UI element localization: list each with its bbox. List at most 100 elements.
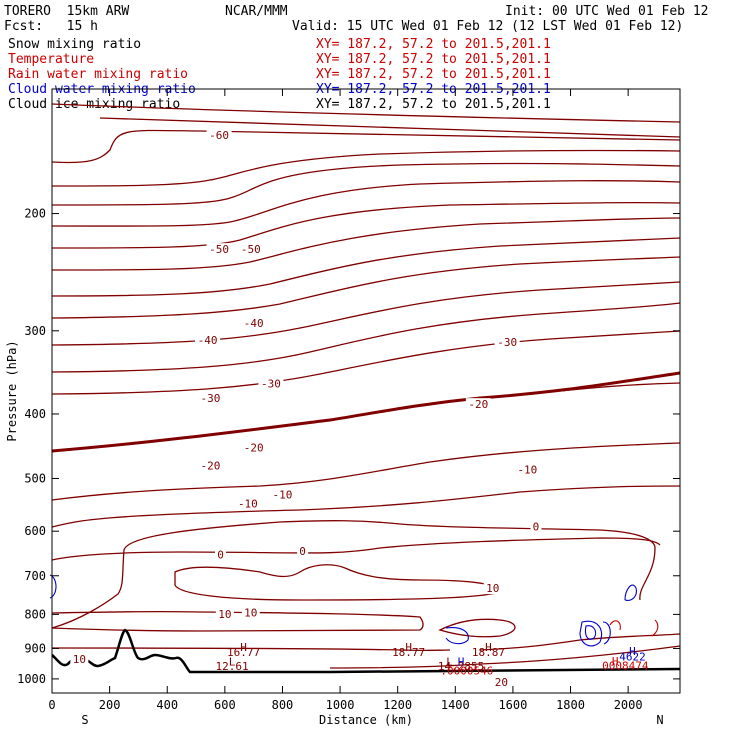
y-tick-label: 700 [24,569,46,583]
legend-xy-rain: XY= 187.2, 57.2 to 201.5,201.1 [316,67,551,82]
y-tick-label: 900 [24,641,46,655]
isotherm-label-bg [238,243,264,256]
isotherm-line [51,442,681,501]
isotherm-line [51,520,656,629]
cloud-water-contour [602,621,611,645]
isotherm-label: -30 [261,377,281,390]
terrain-line [51,628,681,674]
extremum-label: 16.77 [227,646,260,659]
isotherm-label: 0 [299,545,306,558]
isotherm-label-bg [483,582,502,595]
isotherm-label: -40 [244,317,264,330]
isotherm-label-bg [258,377,284,390]
isotherm-line [51,330,681,395]
isotherm-line [51,485,681,528]
isotherm-label: 0 [533,520,540,533]
cloud-water-contour [49,574,57,599]
isotherm-label-bg [297,545,309,558]
x-tick-label: 400 [156,698,178,712]
isotherm-contours [51,103,681,669]
isotherm-line [51,149,681,187]
cloud-water-contour [624,584,637,601]
isotherm-label-bg [235,497,261,510]
isotherm-line [51,302,681,373]
isotherm-line [51,162,681,206]
extremum-label: H [240,641,247,654]
isotherm-label: 10 [486,582,499,595]
isotherm-label: -50 [209,243,229,256]
legend-label-temperature: Temperature [8,52,95,67]
isotherm-label-bg [206,129,232,142]
y-axis-title: Pressure (hPa) [5,340,19,441]
rain-water-contours [609,619,659,637]
isotherm-label-bg [206,243,232,256]
isotherm-label: 10 [244,607,257,620]
isotherm-line [174,564,501,601]
cloud-water-contours [49,574,637,647]
y-tick-label: 800 [24,607,46,621]
extremum-label: 0008474 [602,659,649,672]
x-tick-label: 200 [99,698,121,712]
extremum-label: L [446,656,453,669]
legend-label-snow: Snow mixing ratio [8,37,142,52]
axes: 0 200 400 600 800 1000 1200 1400 1600 1800 2000200… [5,88,681,727]
isotherm-line [51,237,681,297]
isotherm-line [51,537,661,561]
organization-label: NCAR/MMM [225,4,288,19]
legend-xy-cloud-ice: XY= 187.2, 57.2 to 201.5,201.1 [316,97,551,112]
extremum-label: H [612,655,619,668]
isotherm-label: -20 [244,442,264,455]
extremum-label: 4622 [619,651,646,664]
extremum-label: L [229,655,236,668]
isotherm-label-bg [530,520,542,533]
isotherm-label-bg [465,398,491,411]
isotherm-label-bg [241,606,260,619]
y-tick-label: 200 [24,207,46,221]
cloud-water-contour [579,620,603,647]
isotherm-label-bg [494,336,520,349]
isotherm-label-bg [215,548,227,561]
south-endpoint-label: S [81,713,88,727]
x-tick-label: 1200 [383,698,412,712]
isotherm-line [51,610,424,632]
x-axis-title: Distance (km) [319,713,413,727]
isotherm-label: 0 [217,549,224,562]
isotherm-label: 10 [73,653,86,666]
isotherm-label-bg [197,459,223,472]
legend-xy-temperature: XY= 187.2, 57.2 to 201.5,201.1 [316,52,551,67]
isotherm-line [51,180,681,227]
y-tick-label: 500 [24,471,46,485]
cloud-water-contour [584,625,597,640]
isotherm-line [51,256,681,319]
legend-xy-snow: XY= 187.2, 57.2 to 201.5,201.1 [316,37,551,52]
legend-label-rain: Rain water mixing ratio [8,67,189,82]
y-tick-label: 1000 [17,672,46,686]
isotherm-label-bg [197,392,223,405]
zero-isotherm [51,371,681,453]
extremum-label: 14.2855 [438,660,484,673]
extremum-label: H [405,641,412,654]
isotherm-label: -60 [209,129,229,142]
isotherm-label: -10 [273,488,293,501]
isotherm-label-bg [514,463,540,476]
north-endpoint-label: N [656,713,663,727]
isotherm-label: -20 [201,460,221,473]
cloud-water-contour [445,627,469,645]
isotherm-line [99,117,681,138]
extremum-label: 18.87 [472,646,505,659]
extremum-label: H [458,656,465,669]
isotherm-line [438,618,516,638]
isotherm-label-bg [241,316,267,329]
isotherm-label-bg [70,653,89,666]
isotherm-label-bg [241,441,267,454]
isotherm-line [51,217,681,271]
isotherm-label: -20 [468,398,488,411]
x-tick-label: 600 [214,698,236,712]
isotherm-line [51,129,681,164]
isotherm-label: -10 [238,497,258,510]
extremum-label: .0000546 [440,665,493,678]
rain-water-contour [651,619,659,637]
valid-time: Valid: 15 UTC Wed 01 Feb 12 (12 LST Wed … [292,19,684,34]
x-tick-label: 2000 [614,698,643,712]
model-title: TORERO 15km ARW [4,4,130,19]
